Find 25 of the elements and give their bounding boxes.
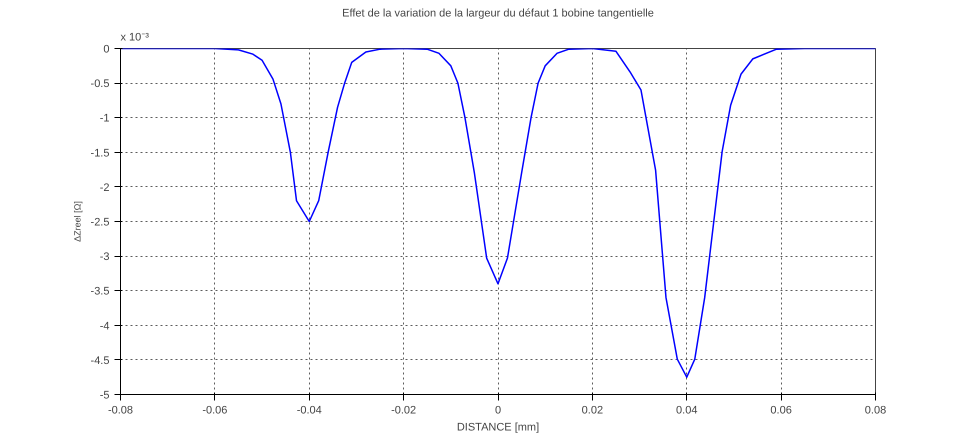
y-tick-label: -3 [100,251,110,264]
y-tick-label: -2.5 [90,216,110,228]
y-axis-title: ΔZreel [Ω] [72,201,83,242]
x-tick-label: -0.08 [108,404,134,416]
y-tick-label: -4.5 [90,354,110,367]
text: x 10⁻³ [120,32,150,44]
x-tick-label: -0.02 [391,404,416,416]
y-tick-label: -5 [100,390,110,402]
x-tick-label: -0.04 [296,404,322,416]
x-tick-label: -0.06 [202,404,228,416]
y-tick-label: -1.5 [90,147,110,160]
chart-title: Effet de la variation de la largeur du défaut 1 bobine tangentielle [342,8,654,20]
y-tick-label: -3.5 [90,286,110,298]
x-tick-label: 0.06 [770,404,792,416]
y-tick-label: -1 [100,112,110,125]
x-tick-label: 0.08 [864,404,886,416]
x-tick-label: 0.04 [676,404,698,416]
y-tick-label: -0.5 [90,78,110,90]
x-tick-label: 0 [494,404,502,416]
x-axis-title: DISTANCE [mm] [456,422,540,434]
line-series [120,48,876,378]
y-tick-label: 0 [103,44,110,56]
y-tick-label: -2 [100,182,110,194]
y-tick-label: -4 [100,320,110,332]
x-tick-label: 0.02 [582,404,604,416]
